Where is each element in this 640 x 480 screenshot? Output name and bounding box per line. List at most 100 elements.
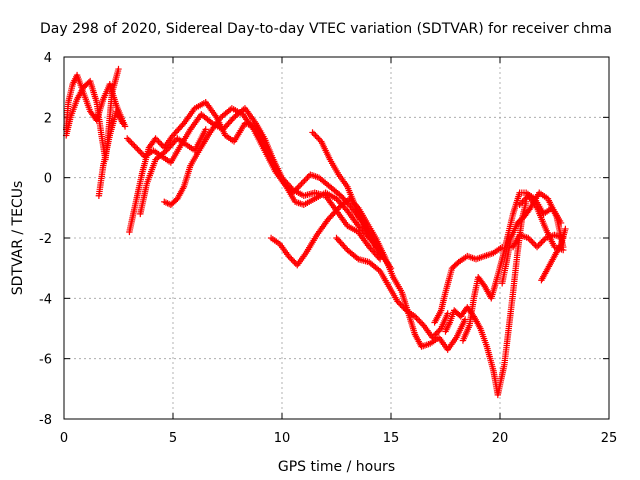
x-axis: 0 5 10 15 20 25 (60, 57, 617, 446)
data-point (298, 180, 305, 187)
data-point (414, 316, 422, 323)
data-point (299, 178, 307, 186)
data-point (480, 281, 487, 288)
data-point (461, 316, 469, 323)
y-tick-label: 0 (44, 172, 52, 187)
data-point (135, 147, 143, 154)
data-point (433, 329, 440, 337)
data-point (411, 313, 419, 320)
data-point (155, 138, 162, 145)
y-tick-label: -8 (39, 413, 52, 428)
x-tick-label: 0 (60, 431, 68, 446)
data-point (286, 254, 294, 261)
data-point (202, 126, 209, 133)
data-point (291, 258, 298, 266)
data-point (315, 135, 322, 142)
data-point (138, 150, 145, 157)
data-point (316, 136, 323, 144)
data-point (124, 135, 131, 142)
data-point (397, 301, 404, 308)
data-point (562, 225, 569, 233)
data-point (432, 331, 439, 338)
data-point (156, 139, 164, 147)
data-point (429, 334, 436, 341)
x-tick-label: 5 (169, 431, 177, 446)
data-point (289, 257, 297, 264)
data-point (379, 252, 386, 260)
data-point (536, 240, 544, 248)
data-point (516, 201, 523, 209)
data-point (229, 115, 236, 123)
data-point (158, 141, 165, 148)
data-point (296, 182, 304, 189)
data-point (137, 148, 144, 156)
x-tick-label: 20 (492, 431, 509, 446)
data-point (342, 245, 350, 252)
data-point (129, 141, 137, 148)
data-point (528, 237, 535, 245)
y-axis: -8 -6 -4 -2 0 2 4 (39, 51, 609, 428)
data-point (334, 206, 341, 213)
data-point (417, 319, 424, 326)
data-point (288, 255, 295, 263)
data-point (310, 130, 318, 138)
data-point (132, 144, 140, 151)
y-tick-label: 4 (44, 51, 52, 66)
data-point (436, 326, 443, 334)
data-point (301, 177, 308, 184)
data-point (539, 237, 547, 245)
chart-grid (64, 57, 609, 419)
data-point (312, 132, 319, 139)
y-tick-label: 2 (44, 111, 52, 126)
data-point (295, 183, 302, 190)
data-point (128, 139, 135, 147)
data-point (131, 142, 138, 150)
x-axis-label: GPS time / hours (278, 459, 395, 475)
data-point (126, 138, 134, 145)
y-tick-label: -2 (39, 232, 52, 247)
x-tick-label: 10 (274, 431, 291, 446)
data-point (400, 304, 407, 311)
data-point (535, 242, 542, 249)
x-tick-label: 25 (601, 431, 618, 446)
chart-title: Day 298 of 2020, Sidereal Day-to-day VTE… (40, 21, 612, 37)
data-point (533, 243, 541, 251)
data-point (529, 239, 536, 246)
data-point (525, 234, 532, 242)
data-point (134, 145, 141, 153)
data-point (520, 197, 528, 204)
data-point (304, 174, 311, 181)
data-point (394, 298, 401, 305)
data-point (375, 254, 382, 261)
data-point (152, 135, 159, 142)
data-point (430, 332, 438, 340)
data-point (285, 252, 292, 260)
data-point (398, 302, 406, 310)
data-point (517, 200, 525, 207)
y-tick-label: -4 (39, 292, 52, 307)
data-point (419, 320, 426, 328)
data-point (444, 310, 451, 317)
data-point (530, 240, 538, 248)
data-points (62, 65, 569, 399)
data-point (538, 239, 545, 246)
data-point (522, 195, 529, 202)
data-point (519, 198, 526, 205)
data-point (119, 120, 127, 127)
y-axis-label: SDTVAR / TECUs (10, 181, 26, 296)
data-point (395, 299, 403, 307)
data-point (416, 317, 423, 325)
data-point (309, 129, 316, 136)
y-tick-label: -6 (39, 353, 52, 368)
data-point (302, 175, 310, 183)
x-tick-label: 15 (383, 431, 400, 446)
data-point (125, 136, 132, 144)
data-point (435, 328, 442, 335)
data-point (560, 246, 567, 254)
data-point (115, 65, 122, 73)
data-point (313, 133, 321, 141)
data-point (526, 236, 533, 243)
data-point (526, 206, 533, 213)
data-point (153, 136, 161, 144)
